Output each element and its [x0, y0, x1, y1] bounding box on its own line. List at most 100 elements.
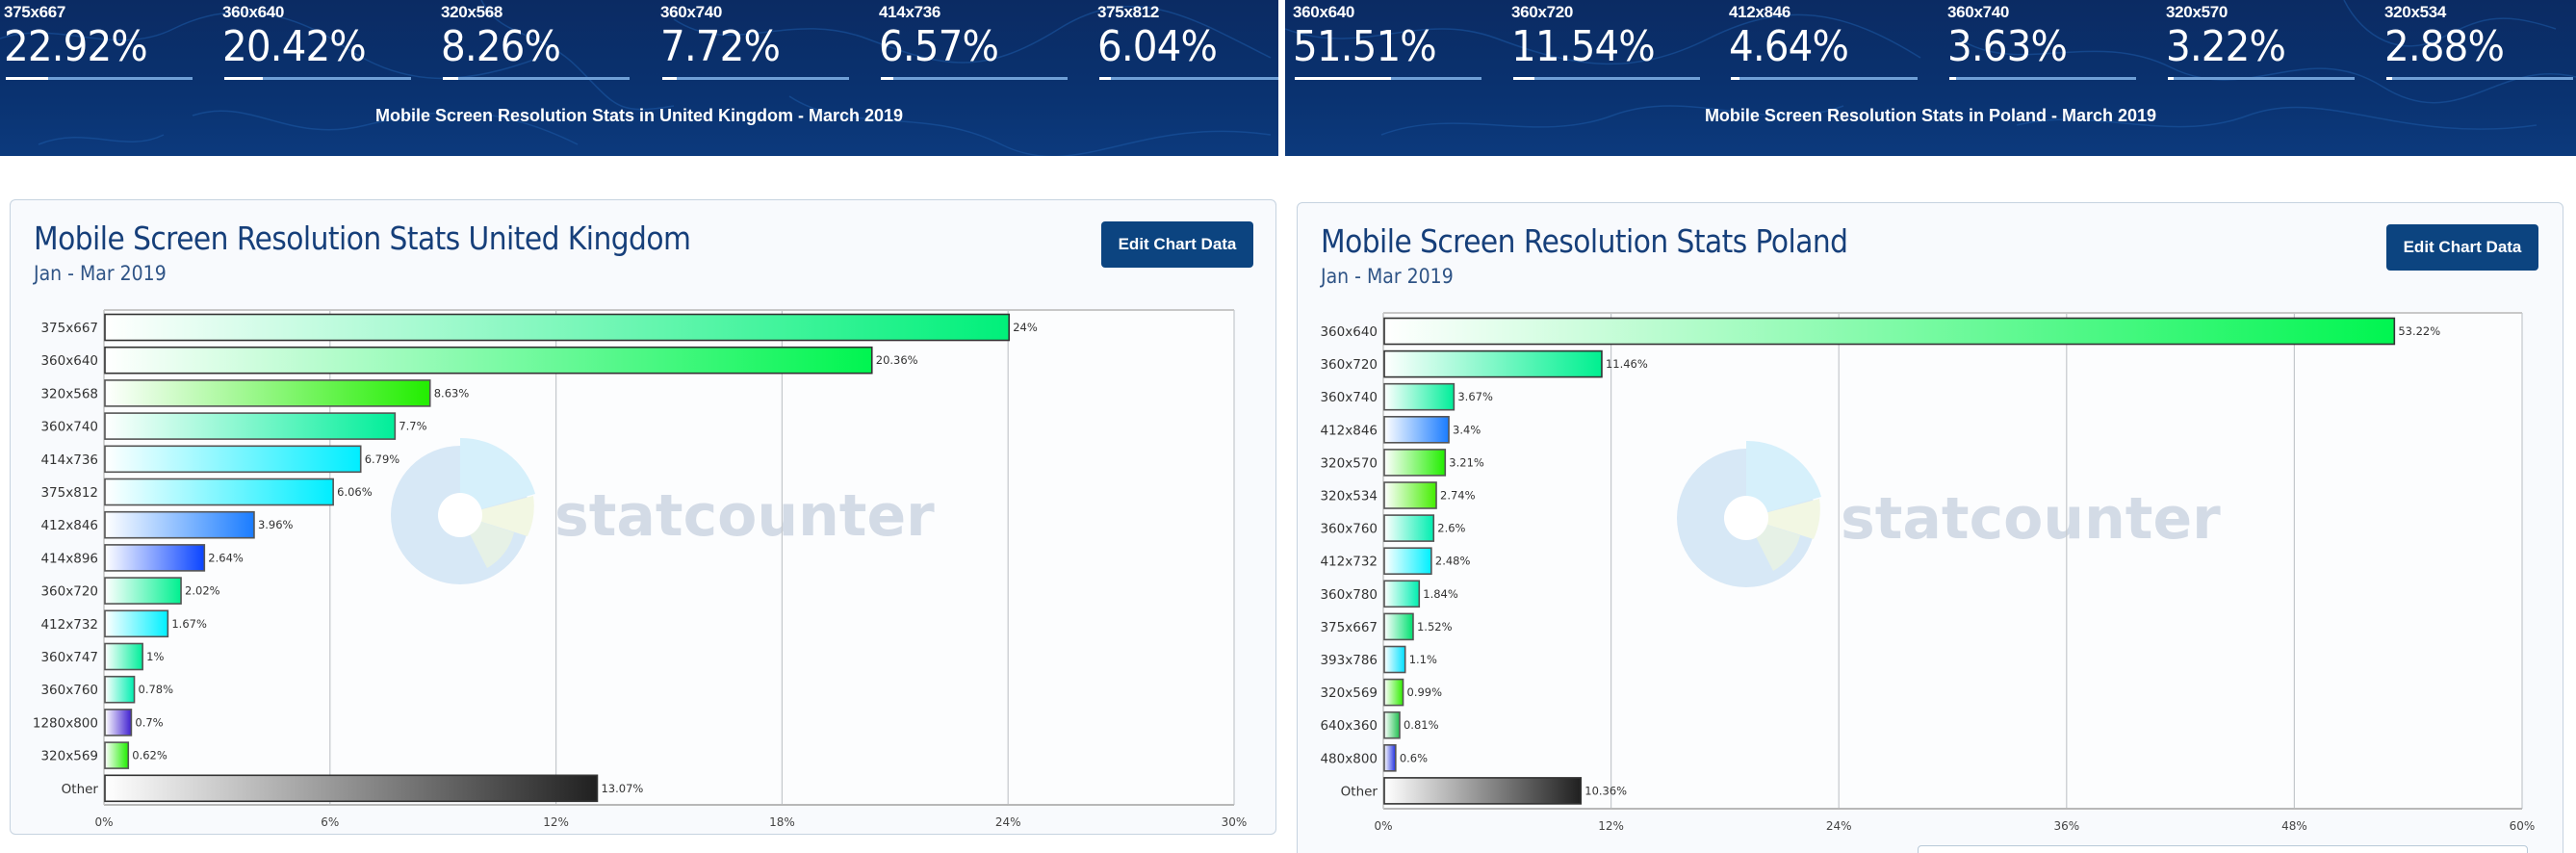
data-label: 1.67%: [171, 617, 207, 631]
x-tick-label: 0%: [94, 815, 113, 829]
category-label: 480x800: [1320, 751, 1378, 766]
category-label: 320x570: [1320, 455, 1378, 471]
data-label: 20.36%: [876, 353, 918, 367]
stat-progress-fill: [881, 77, 893, 80]
bar: [104, 445, 362, 474]
world-map-background: [0, 0, 1272, 156]
stat-value: 51.51%: [1293, 22, 1437, 71]
stat-progress-bar: [224, 77, 411, 80]
stat-value: 6.04%: [1097, 22, 1218, 71]
bar: [1383, 547, 1432, 576]
banner-caption: Mobile Screen Resolution Stats in Poland…: [1704, 106, 2157, 125]
stat-value: 11.54%: [1511, 22, 1656, 71]
data-label: 53.22%: [2398, 324, 2440, 338]
watermark-slice: [1746, 440, 1821, 518]
bar-chart-0: statcounter 0% 6% 12% 18% 24% 30% 375x667 24% 360…: [33, 309, 1247, 829]
data-label: 1.52%: [1417, 620, 1453, 633]
bar: [104, 774, 599, 803]
data-label: 2.48%: [1435, 555, 1471, 568]
stat-label: 412x846: [1729, 3, 1791, 21]
stat-value: 3.22%: [2166, 22, 2286, 71]
bar: [1383, 777, 1583, 805]
data-label: 3.21%: [1449, 455, 1484, 469]
stat-progress-fill: [2168, 77, 2175, 80]
stat-label: 375x812: [1097, 3, 1160, 21]
bar: [1383, 612, 1414, 641]
data-label: 8.63%: [434, 386, 470, 400]
banner-uk: 375x667 22.92% 360x640 20.42% 320x568 8.26% 36…: [0, 0, 1278, 156]
data-label: 2.64%: [208, 551, 244, 564]
bar: [1383, 743, 1397, 772]
bar: [1383, 349, 1603, 378]
data-label: 24%: [1013, 321, 1038, 334]
watermark-text: statcounter: [1841, 485, 2221, 553]
data-label: 2.02%: [185, 584, 220, 598]
bar: [1383, 481, 1437, 509]
bar: [1383, 514, 1435, 542]
category-label: Other: [1341, 784, 1378, 799]
partial-panel-box: [1918, 845, 2528, 853]
stat-value: 7.72%: [660, 22, 781, 71]
bar: [104, 675, 136, 704]
data-label: 6.79%: [365, 452, 400, 466]
edit-chart-data-button[interactable]: Edit Chart Data: [1101, 221, 1253, 268]
bar: [1383, 580, 1421, 608]
bar: [104, 510, 255, 539]
watermark-text: statcounter: [554, 482, 935, 550]
stat-progress-fill: [1731, 77, 1739, 80]
bar: [1383, 382, 1455, 411]
bar: [1383, 711, 1401, 739]
stat-progress-bar: [2168, 77, 2355, 80]
stat-label: 360x640: [222, 3, 285, 21]
stat-label: 320x568: [441, 3, 503, 21]
data-label: 0.78%: [139, 683, 174, 696]
bar: [104, 478, 334, 506]
chart-title: Mobile Screen Resolution Stats United Ki…: [34, 220, 691, 257]
bar: [104, 709, 133, 737]
category-label: 360x640: [1320, 324, 1378, 340]
data-label: 2.74%: [1440, 489, 1476, 503]
edit-chart-data-button[interactable]: Edit Chart Data: [2386, 224, 2538, 271]
category-label: 393x786: [1320, 653, 1378, 668]
data-label: 0.81%: [1404, 718, 1439, 732]
x-tick-label: 60%: [2510, 819, 2536, 833]
watermark-slice: [1746, 499, 1820, 539]
category-label: 360x640: [40, 353, 98, 369]
stat-progress-fill: [662, 77, 677, 80]
stat-progress-bar: [443, 77, 630, 80]
bar: [104, 544, 206, 572]
bar: [1383, 645, 1406, 674]
bar: [104, 609, 169, 638]
stat-label: 360x740: [1947, 3, 2010, 21]
stat-progress-fill: [443, 77, 459, 80]
category-label: 360x760: [1320, 522, 1378, 537]
x-tick-label: 0%: [1374, 819, 1392, 833]
banner-caption: Mobile Screen Resolution Stats in United…: [374, 106, 904, 125]
bar: [104, 577, 182, 605]
bar: [104, 346, 873, 375]
bar: [1383, 317, 2396, 346]
category-label: 320x569: [40, 749, 98, 764]
data-label: 0.6%: [1400, 751, 1428, 764]
category-label: 320x534: [1320, 489, 1378, 504]
stat-progress-fill: [1295, 77, 1391, 80]
stat-label: 320x534: [2384, 3, 2447, 21]
data-label: 1.1%: [1409, 653, 1437, 666]
category-label: 360x760: [40, 683, 98, 698]
chart-subtitle: Jan - Mar 2019: [1321, 265, 1454, 288]
stat-progress-fill: [1513, 77, 1535, 80]
category-label: 360x740: [1320, 390, 1378, 405]
stat-value: 6.57%: [879, 22, 999, 71]
stat-progress-bar: [1949, 77, 2136, 80]
bar: [104, 741, 130, 769]
x-tick-label: 24%: [995, 815, 1021, 829]
stat-progress-bar: [1295, 77, 1481, 80]
plot-area: [1383, 313, 2522, 809]
world-map-background: [1285, 0, 2576, 136]
bar: [1383, 415, 1450, 444]
data-label: 3.96%: [258, 518, 294, 531]
category-label: 414x736: [40, 452, 98, 468]
category-label: 412x732: [1320, 555, 1378, 570]
category-label: 360x720: [1320, 357, 1378, 373]
data-label: 11.46%: [1606, 357, 1648, 371]
